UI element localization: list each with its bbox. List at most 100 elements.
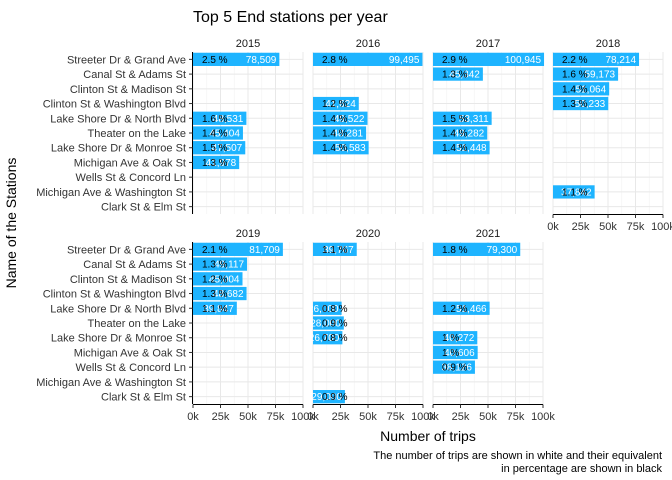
bar-pct-label: 1.2 % — [202, 274, 228, 285]
bar-2015 — [193, 155, 240, 170]
bar-value-label: 53,311 — [459, 114, 489, 125]
bar-pct-label: 1.4 % — [322, 143, 348, 154]
bar-pct-label: 0.8 % — [322, 304, 348, 315]
y-tick-label: Lake Shore Dr & North Blvd — [50, 303, 186, 315]
bar-value-label: 51,448 — [456, 143, 487, 154]
bar-2019 — [193, 257, 248, 271]
bar-value-label: 45,004 — [209, 274, 240, 285]
bar-2021 — [433, 360, 475, 374]
bar-value-label: 39,767 — [323, 245, 354, 256]
bar-2015 — [193, 52, 280, 66]
bar-value-label: 45,342 — [449, 70, 480, 81]
x-tick-label: 25k — [212, 411, 230, 423]
bar-2016 — [313, 96, 359, 111]
bar-pct-label: 1.1 % — [202, 304, 228, 315]
y-tick-label: Clinton St & Washington Blvd — [43, 99, 186, 111]
bar-pct-label: 1.4 % — [442, 143, 468, 154]
x-tick-label: 0k — [307, 411, 319, 423]
bar-2017 — [433, 111, 492, 125]
bar-pct-label: 1.4 % — [202, 129, 228, 140]
bar-value-label: 99,495 — [389, 55, 420, 66]
y-tick-label: Michigan Ave & Washington St — [36, 377, 186, 389]
bar-2020 — [313, 390, 345, 404]
bar-2016 — [313, 141, 369, 155]
panel-title-2020: 2020 — [356, 228, 380, 240]
bar-value-label: 48,682 — [213, 289, 244, 300]
y-tick-label: Streeter Dr & Grand Ave — [67, 54, 186, 66]
y-axis-title: Name of the Stations — [3, 158, 19, 289]
bar-pct-label: 0.9 % — [322, 319, 348, 330]
x-tick-label: 25k — [572, 221, 590, 233]
bar-value-label: 28,000 — [310, 319, 341, 330]
bar-pct-label: 1.4 % — [322, 114, 348, 125]
panel-title-2015: 2015 — [236, 38, 260, 50]
bar-2018 — [553, 96, 609, 111]
bar-value-label: 40,272 — [444, 333, 475, 344]
bar-pct-label: 1.1 % — [322, 245, 348, 256]
bar-value-label: 50,583 — [335, 143, 366, 154]
bar-pct-label: 1.4 % — [562, 84, 588, 95]
bar-pct-label: 2.9 % — [442, 55, 468, 66]
bar-2015 — [193, 111, 247, 125]
bar-pct-label: 1.5 % — [202, 143, 228, 154]
caption-line-2: in percentage are shown in black — [501, 463, 662, 475]
y-tick-label: Clark St & Elm St — [101, 202, 186, 214]
panel-title-2021: 2021 — [476, 228, 500, 240]
y-tick-label: Lake Shore Dr & Monroe St — [51, 143, 186, 155]
bar-value-label: 49,117 — [214, 260, 244, 271]
x-tick-label: 50k — [359, 411, 377, 423]
caption-line-1: The number of trips are shown in white a… — [373, 450, 662, 462]
y-tick-label: Canal St & Adams St — [83, 259, 186, 271]
bar-2015 — [193, 126, 243, 140]
y-tick-label: Michigan Ave & Washington St — [36, 187, 186, 199]
bar-pct-label: 1.6 % — [202, 114, 228, 125]
bar-2019 — [193, 286, 247, 301]
bar-2016 — [313, 126, 367, 140]
x-tick-label: 25k — [452, 411, 470, 423]
y-tick-label: Theater on the Lake — [88, 128, 186, 140]
x-tick-label: 75k — [507, 411, 525, 423]
bar-2017 — [433, 67, 483, 81]
bar-value-label: 39,847 — [203, 304, 234, 315]
y-tick-label: Canal St & Adams St — [83, 69, 186, 81]
bar-value-label: 41,978 — [206, 158, 237, 169]
panel-title-2018: 2018 — [596, 38, 620, 50]
bar-pct-label: 1.3 % — [202, 260, 228, 271]
bar-2020 — [313, 242, 357, 256]
panel-title-2017: 2017 — [476, 38, 500, 50]
bar-value-label: 50,233 — [575, 99, 606, 110]
bar-pct-label: 1.5 % — [442, 114, 468, 125]
bar-value-label: 59,173 — [584, 70, 615, 81]
bar-value-label: 81,709 — [249, 245, 280, 256]
bar-2019 — [193, 242, 283, 256]
x-tick-label: 100k — [411, 411, 435, 423]
bar-2017 — [433, 126, 488, 140]
bar-pct-label: 0.9 % — [442, 363, 468, 374]
bar-2018 — [553, 185, 595, 199]
bar-pct-label: 2.2 % — [562, 55, 588, 66]
bar-2016 — [313, 52, 423, 66]
bar-pct-label: 1.3 % — [202, 289, 228, 300]
y-tick-label: Clinton St & Madison St — [70, 274, 186, 286]
bar-value-label: 38,126 — [441, 363, 472, 374]
y-tick-label: Clark St & Elm St — [101, 392, 186, 404]
chart-title: Top 5 End stations per year — [193, 9, 388, 26]
bar-pct-label: 2.8 % — [322, 55, 348, 66]
bar-2021 — [433, 301, 490, 315]
y-tick-label: Lake Shore Dr & North Blvd — [50, 113, 186, 125]
bar-2021 — [433, 345, 478, 360]
x-tick-label: 100k — [291, 411, 315, 423]
bar-value-label: 37,842 — [561, 187, 592, 198]
y-tick-label: Michigan Ave & Oak St — [74, 347, 186, 359]
bar-2018 — [553, 82, 610, 96]
x-tick-label: 25k — [332, 411, 350, 423]
bar-pct-label: 1.3 % — [442, 70, 468, 81]
x-tick-label: 0k — [427, 411, 439, 423]
x-tick-label: 0k — [547, 221, 559, 233]
bar-pct-label: 1.3 % — [202, 158, 228, 169]
bar-value-label: 41,624 — [325, 99, 356, 110]
